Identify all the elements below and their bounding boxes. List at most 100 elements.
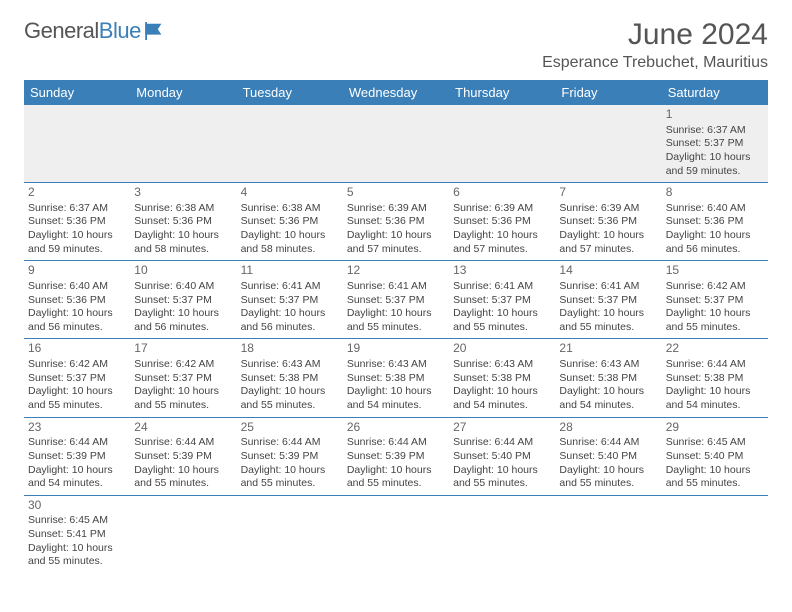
day-number: 17	[134, 341, 232, 357]
day-number: 18	[241, 341, 339, 357]
day-cell: 6Sunrise: 6:39 AMSunset: 5:36 PMDaylight…	[449, 183, 555, 261]
sunrise-text: Sunrise: 6:43 AM	[347, 358, 445, 372]
day-number: 22	[666, 341, 764, 357]
empty-cell	[343, 105, 449, 183]
sunset-text: Sunset: 5:40 PM	[453, 450, 551, 464]
calendar-head: SundayMondayTuesdayWednesdayThursdayFrid…	[24, 80, 768, 105]
day-cell: 13Sunrise: 6:41 AMSunset: 5:37 PMDayligh…	[449, 261, 555, 339]
calendar-row: 30Sunrise: 6:45 AMSunset: 5:41 PMDayligh…	[24, 495, 768, 573]
day-cell: 12Sunrise: 6:41 AMSunset: 5:37 PMDayligh…	[343, 261, 449, 339]
sunrise-text: Sunrise: 6:44 AM	[453, 436, 551, 450]
day-number: 6	[453, 185, 551, 201]
daylight-text: Daylight: 10 hours and 54 minutes.	[28, 464, 126, 491]
sunrise-text: Sunrise: 6:38 AM	[241, 202, 339, 216]
day-number: 23	[28, 420, 126, 436]
sunset-text: Sunset: 5:36 PM	[241, 215, 339, 229]
empty-cell	[237, 495, 343, 573]
empty-cell	[555, 105, 661, 183]
day-number: 16	[28, 341, 126, 357]
daylight-text: Daylight: 10 hours and 55 minutes.	[453, 464, 551, 491]
day-cell: 21Sunrise: 6:43 AMSunset: 5:38 PMDayligh…	[555, 339, 661, 417]
sunset-text: Sunset: 5:40 PM	[666, 450, 764, 464]
calendar-body: 1Sunrise: 6:37 AMSunset: 5:37 PMDaylight…	[24, 105, 768, 573]
day-cell: 2Sunrise: 6:37 AMSunset: 5:36 PMDaylight…	[24, 183, 130, 261]
month-title: June 2024	[542, 18, 768, 52]
header: GeneralBlue June 2024 Esperance Trebuche…	[24, 18, 768, 72]
sunset-text: Sunset: 5:36 PM	[28, 294, 126, 308]
sunset-text: Sunset: 5:39 PM	[241, 450, 339, 464]
sunrise-text: Sunrise: 6:39 AM	[559, 202, 657, 216]
day-number: 5	[347, 185, 445, 201]
sunset-text: Sunset: 5:37 PM	[241, 294, 339, 308]
day-cell: 27Sunrise: 6:44 AMSunset: 5:40 PMDayligh…	[449, 417, 555, 495]
daylight-text: Daylight: 10 hours and 55 minutes.	[134, 464, 232, 491]
daylight-text: Daylight: 10 hours and 54 minutes.	[666, 385, 764, 412]
day-cell: 4Sunrise: 6:38 AMSunset: 5:36 PMDaylight…	[237, 183, 343, 261]
logo: GeneralBlue	[24, 18, 167, 44]
day-cell: 20Sunrise: 6:43 AMSunset: 5:38 PMDayligh…	[449, 339, 555, 417]
daylight-text: Daylight: 10 hours and 58 minutes.	[241, 229, 339, 256]
sunset-text: Sunset: 5:36 PM	[666, 215, 764, 229]
day-cell: 9Sunrise: 6:40 AMSunset: 5:36 PMDaylight…	[24, 261, 130, 339]
title-block: June 2024 Esperance Trebuchet, Mauritius	[542, 18, 768, 72]
logo-general: General	[24, 18, 99, 43]
sunset-text: Sunset: 5:37 PM	[28, 372, 126, 386]
daylight-text: Daylight: 10 hours and 58 minutes.	[134, 229, 232, 256]
daylight-text: Daylight: 10 hours and 55 minutes.	[241, 464, 339, 491]
daylight-text: Daylight: 10 hours and 59 minutes.	[28, 229, 126, 256]
sunrise-text: Sunrise: 6:44 AM	[241, 436, 339, 450]
empty-cell	[24, 105, 130, 183]
calendar-row: 2Sunrise: 6:37 AMSunset: 5:36 PMDaylight…	[24, 183, 768, 261]
sunrise-text: Sunrise: 6:37 AM	[666, 124, 764, 138]
day-cell: 8Sunrise: 6:40 AMSunset: 5:36 PMDaylight…	[662, 183, 768, 261]
daylight-text: Daylight: 10 hours and 55 minutes.	[241, 385, 339, 412]
empty-cell	[662, 495, 768, 573]
daylight-text: Daylight: 10 hours and 54 minutes.	[559, 385, 657, 412]
sunset-text: Sunset: 5:38 PM	[453, 372, 551, 386]
sunrise-text: Sunrise: 6:41 AM	[347, 280, 445, 294]
day-number: 4	[241, 185, 339, 201]
sunset-text: Sunset: 5:38 PM	[666, 372, 764, 386]
weekday-header: Thursday	[449, 80, 555, 105]
weekday-header: Monday	[130, 80, 236, 105]
sunset-text: Sunset: 5:36 PM	[134, 215, 232, 229]
sunset-text: Sunset: 5:37 PM	[134, 372, 232, 386]
sunrise-text: Sunrise: 6:42 AM	[666, 280, 764, 294]
sunrise-text: Sunrise: 6:44 AM	[559, 436, 657, 450]
sunset-text: Sunset: 5:37 PM	[666, 294, 764, 308]
logo-text: GeneralBlue	[24, 18, 141, 44]
sunset-text: Sunset: 5:37 PM	[453, 294, 551, 308]
day-number: 21	[559, 341, 657, 357]
daylight-text: Daylight: 10 hours and 55 minutes.	[347, 464, 445, 491]
day-cell: 7Sunrise: 6:39 AMSunset: 5:36 PMDaylight…	[555, 183, 661, 261]
weekday-header: Sunday	[24, 80, 130, 105]
sunset-text: Sunset: 5:37 PM	[666, 137, 764, 151]
day-number: 11	[241, 263, 339, 279]
daylight-text: Daylight: 10 hours and 55 minutes.	[28, 385, 126, 412]
empty-cell	[449, 105, 555, 183]
sunset-text: Sunset: 5:36 PM	[559, 215, 657, 229]
weekday-header: Wednesday	[343, 80, 449, 105]
sunset-text: Sunset: 5:40 PM	[559, 450, 657, 464]
daylight-text: Daylight: 10 hours and 57 minutes.	[453, 229, 551, 256]
day-cell: 10Sunrise: 6:40 AMSunset: 5:37 PMDayligh…	[130, 261, 236, 339]
sunset-text: Sunset: 5:41 PM	[28, 528, 126, 542]
empty-cell	[130, 105, 236, 183]
day-number: 12	[347, 263, 445, 279]
daylight-text: Daylight: 10 hours and 57 minutes.	[559, 229, 657, 256]
sunset-text: Sunset: 5:36 PM	[28, 215, 126, 229]
day-number: 25	[241, 420, 339, 436]
day-number: 13	[453, 263, 551, 279]
sunset-text: Sunset: 5:37 PM	[559, 294, 657, 308]
day-number: 20	[453, 341, 551, 357]
sunrise-text: Sunrise: 6:44 AM	[134, 436, 232, 450]
sunset-text: Sunset: 5:39 PM	[134, 450, 232, 464]
empty-cell	[449, 495, 555, 573]
sunset-text: Sunset: 5:38 PM	[559, 372, 657, 386]
sunset-text: Sunset: 5:38 PM	[241, 372, 339, 386]
sunrise-text: Sunrise: 6:40 AM	[666, 202, 764, 216]
daylight-text: Daylight: 10 hours and 54 minutes.	[347, 385, 445, 412]
sunrise-text: Sunrise: 6:39 AM	[453, 202, 551, 216]
sunrise-text: Sunrise: 6:43 AM	[559, 358, 657, 372]
calendar-row: 1Sunrise: 6:37 AMSunset: 5:37 PMDaylight…	[24, 105, 768, 183]
